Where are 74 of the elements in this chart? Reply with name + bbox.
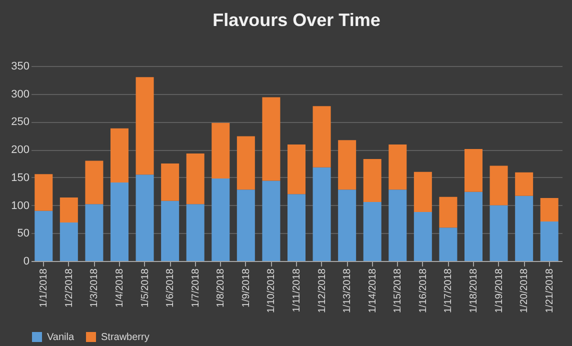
- bar: [288, 194, 306, 261]
- bar: [515, 172, 534, 196]
- x-tick-label: 1/19/2018: [494, 268, 505, 313]
- x-tick-label: 1/5/2018: [140, 268, 151, 308]
- bar: [161, 164, 180, 201]
- bar: [186, 153, 204, 204]
- x-tick-label: 1/21/2018: [544, 268, 556, 313]
- x-tick-label: 1/20/2018: [519, 268, 530, 313]
- bar: [388, 144, 407, 190]
- y-tick-label: 250: [11, 116, 30, 128]
- bar: [363, 159, 382, 202]
- bar: [60, 222, 78, 261]
- bar: [85, 204, 104, 261]
- y-tick-label: 200: [11, 144, 30, 156]
- bar: [136, 174, 154, 261]
- bar: [262, 180, 280, 261]
- bar: [338, 140, 356, 190]
- y-tick-label: 150: [11, 172, 30, 184]
- x-tick-label: 1/6/2018: [165, 268, 176, 308]
- bar: [110, 182, 128, 261]
- y-tick-label: 100: [11, 200, 30, 212]
- y-tick-label: 350: [11, 60, 30, 72]
- bar: [236, 190, 255, 261]
- x-tick-label: 1/17/2018: [443, 268, 454, 313]
- bar: [85, 160, 104, 204]
- x-tick-label: 1/14/2018: [367, 268, 378, 313]
- bar: [439, 196, 458, 228]
- x-tick-label: 1/8/2018: [216, 268, 227, 308]
- x-tick-label: 1/11/2018: [292, 268, 302, 312]
- x-tick-label: 1/12/2018: [316, 268, 328, 313]
- bar: [186, 204, 204, 261]
- bar: [212, 178, 230, 261]
- bar: [136, 77, 154, 175]
- y-tick-label: 50: [17, 228, 30, 240]
- bar: [388, 190, 407, 261]
- bar: [540, 198, 558, 222]
- x-tick-label: 1/10/2018: [266, 268, 278, 313]
- bar: [34, 174, 53, 211]
- bar: [464, 192, 482, 261]
- y-tick-label: 300: [11, 88, 30, 100]
- bar: [490, 205, 508, 261]
- chart-title: Flavours Over Time: [212, 10, 380, 30]
- legend-label: Strawberry: [101, 332, 150, 343]
- bar: [212, 122, 230, 179]
- bar: [515, 196, 534, 261]
- bar: [312, 167, 331, 261]
- bar: [439, 228, 458, 261]
- bar: [110, 128, 128, 182]
- bar: [262, 97, 280, 181]
- bar: [288, 144, 306, 194]
- bar: [540, 221, 558, 261]
- x-tick-label: 1/3/2018: [89, 268, 100, 308]
- bar: [414, 172, 432, 212]
- legend-label: Vanila: [47, 332, 74, 343]
- bar: [161, 200, 180, 261]
- bar: [312, 106, 331, 168]
- bar: [236, 136, 255, 190]
- bar: [60, 197, 78, 223]
- x-tick-label: 1/18/2018: [468, 268, 480, 313]
- y-tick-label: 0: [23, 256, 30, 268]
- x-tick-label: 1/16/2018: [418, 268, 429, 313]
- bar: [34, 210, 53, 261]
- bar: [414, 212, 432, 261]
- bar: [490, 166, 508, 206]
- x-tick-label: 1/15/2018: [392, 268, 404, 313]
- bar: [338, 190, 356, 261]
- x-tick-label: 1/2/2018: [64, 268, 75, 308]
- x-tick-label: 1/9/2018: [240, 268, 252, 308]
- bar: [363, 202, 382, 261]
- x-tick-label: 1/4/2018: [114, 268, 126, 308]
- bar: [464, 149, 482, 192]
- x-tick-label: 1/1/2018: [38, 268, 50, 308]
- x-tick-label: 1/13/2018: [342, 268, 354, 313]
- x-tick-label: 1/7/2018: [190, 268, 202, 308]
